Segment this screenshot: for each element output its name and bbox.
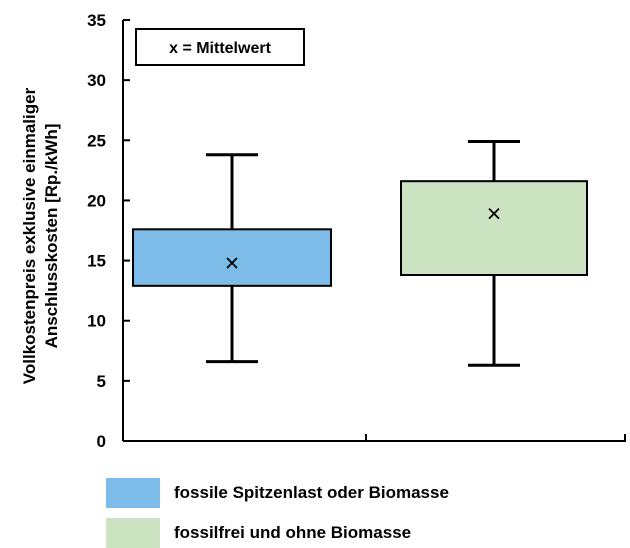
y-axis-label-line-2: Anschlusskosten [Rp./kWh] [42, 124, 61, 349]
iqr-box [400, 180, 588, 277]
y-tick-label: 20 [87, 191, 106, 210]
boxes [132, 139, 588, 367]
legend-item-2: fossilfrei und ohne Biomasse [106, 518, 411, 548]
y-tick-label: 35 [87, 11, 106, 30]
y-ticks: 0 5 10 15 20 25 30 35 [87, 11, 130, 451]
y-tick-label: 25 [87, 131, 106, 150]
y-axis-label: Vollkostenpreis exklusive einmaliger Ans… [20, 87, 61, 384]
y-tick-label: 10 [87, 312, 106, 331]
legend-label-1: fossile Spitzenlast oder Biomasse [174, 483, 449, 502]
legend-swatch-1 [106, 478, 160, 508]
legend-item-1: fossile Spitzenlast oder Biomasse [106, 478, 449, 508]
y-tick-label: 15 [87, 252, 106, 271]
legend-label-2: fossilfrei und ohne Biomasse [174, 523, 412, 542]
mean-marker [226, 257, 238, 269]
y-axis-label-line-1: Vollkostenpreis exklusive einmaliger [20, 87, 39, 384]
y-tick-label: 0 [97, 432, 106, 451]
axes [122, 20, 626, 442]
box-1 [132, 153, 332, 364]
mean-note: x = Mittelwert [135, 28, 305, 66]
iqr-box [132, 228, 332, 287]
mean-note-text: x = Mittelwert [169, 40, 271, 57]
legend-swatch-2 [106, 518, 160, 548]
y-tick-label: 30 [87, 71, 106, 90]
mean-marker [488, 208, 500, 220]
mean-note-box [135, 28, 305, 66]
box-2 [400, 139, 588, 367]
y-tick-label: 5 [97, 372, 106, 391]
